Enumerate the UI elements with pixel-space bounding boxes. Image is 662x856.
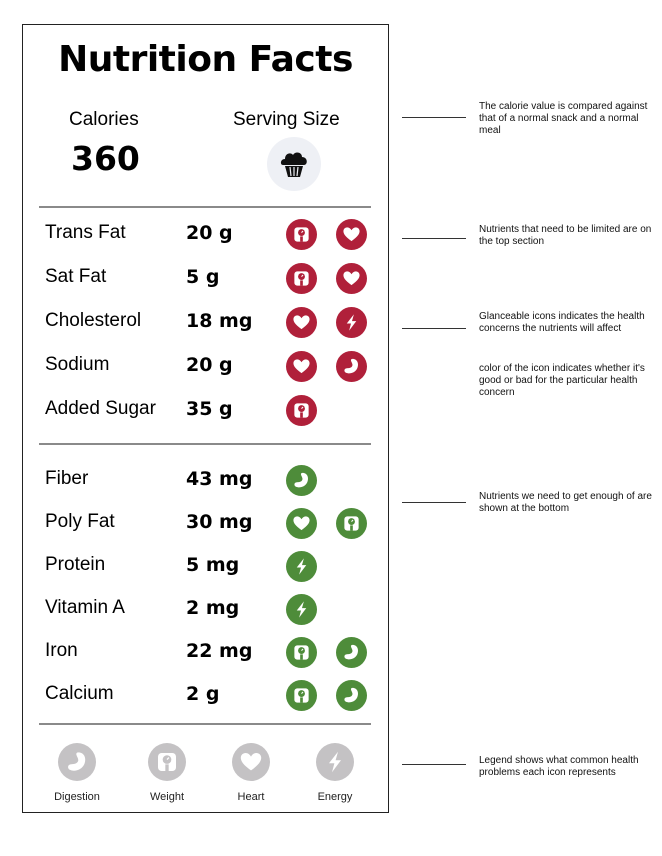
annotation-line xyxy=(402,117,466,118)
legend-item-weight: Weight xyxy=(127,743,207,803)
annotation-line xyxy=(402,328,466,329)
heart-icon xyxy=(286,307,317,338)
annotation-line xyxy=(402,502,466,503)
nutrient-row: Calcium 2 g xyxy=(23,677,388,713)
nutrient-row: Vitamin A 2 mg xyxy=(23,591,388,627)
digestion-icon xyxy=(286,465,317,496)
serving-size-label: Serving Size xyxy=(233,109,340,130)
energy-icon xyxy=(316,743,354,781)
section-divider xyxy=(39,206,371,208)
energy-icon xyxy=(286,594,317,625)
nutrient-amount: 35 g xyxy=(186,398,233,420)
nutrient-amount: 5 mg xyxy=(186,554,240,576)
legend-label: Energy xyxy=(317,791,353,803)
energy-icon xyxy=(336,307,367,338)
heart-icon xyxy=(336,263,367,294)
nutrient-row: Poly Fat 30 mg xyxy=(23,505,388,541)
nutrient-row: Sodium 20 g xyxy=(23,348,388,384)
nutrient-amount: 43 mg xyxy=(186,468,253,490)
annotation-good: Nutrients we need to get enough of are s… xyxy=(479,491,652,514)
nutrient-row: Protein 5 mg xyxy=(23,548,388,584)
weight-icon xyxy=(286,263,317,294)
nutrient-name: Cholesterol xyxy=(45,310,142,331)
legend-item-digestion: Digestion xyxy=(37,743,117,803)
weight-icon xyxy=(286,395,317,426)
nutrient-name: Poly Fat xyxy=(45,511,115,532)
nutrient-name: Calcium xyxy=(45,683,114,704)
nutrient-name: Sat Fat xyxy=(45,266,107,287)
nutrient-name: Sodium xyxy=(45,354,110,375)
nutrient-row: Added Sugar 35 g xyxy=(23,392,388,428)
nutrient-name: Iron xyxy=(45,640,78,661)
section-divider xyxy=(39,443,371,445)
nutrient-amount: 18 mg xyxy=(186,310,253,332)
digestion-icon xyxy=(336,637,367,668)
annotation-color: color of the icon indicates whether it's… xyxy=(479,363,645,398)
nutrient-amount: 5 g xyxy=(186,266,220,288)
muffin-icon xyxy=(267,137,321,191)
legend-label: Heart xyxy=(237,791,265,803)
nutrient-row: Sat Fat 5 g xyxy=(23,260,388,296)
calories-value: 360 xyxy=(71,139,140,178)
nutrient-amount: 2 mg xyxy=(186,597,240,619)
legend-label: Digestion xyxy=(54,791,100,803)
weight-icon xyxy=(286,219,317,250)
nutrient-row: Fiber 43 mg xyxy=(23,462,388,498)
nutrient-row: Cholesterol 18 mg xyxy=(23,304,388,340)
calories-label: Calories xyxy=(69,109,139,130)
energy-icon xyxy=(286,551,317,582)
digestion-icon xyxy=(336,351,367,382)
heart-icon xyxy=(232,743,270,781)
section-divider xyxy=(39,723,371,725)
nutrient-row: Trans Fat 20 g xyxy=(23,216,388,252)
weight-icon xyxy=(336,508,367,539)
legend-item-heart: Heart xyxy=(211,743,291,803)
heart-icon xyxy=(286,508,317,539)
nutrient-amount: 30 mg xyxy=(186,511,253,533)
heart-icon xyxy=(336,219,367,250)
nutrient-name: Fiber xyxy=(45,468,89,489)
annotation-calories: The calorie value is compared against th… xyxy=(479,101,648,136)
heart-icon xyxy=(286,351,317,382)
annotation-icons: Glanceable icons indicates the health co… xyxy=(479,311,645,334)
nutrient-amount: 2 g xyxy=(186,683,220,705)
legend-item-energy: Energy xyxy=(295,743,375,803)
nutrient-name: Added Sugar xyxy=(45,398,156,419)
annotation-line xyxy=(402,764,466,765)
weight-icon xyxy=(286,680,317,711)
nutrient-name: Trans Fat xyxy=(45,222,126,243)
nutrient-amount: 20 g xyxy=(186,222,233,244)
nutrient-name: Protein xyxy=(45,554,106,575)
nutrition-facts-panel: Nutrition Facts Calories 360 Serving Siz… xyxy=(22,24,389,813)
weight-icon xyxy=(148,743,186,781)
nutrient-amount: 20 g xyxy=(186,354,233,376)
page-title: Nutrition Facts xyxy=(58,39,353,80)
weight-icon xyxy=(286,637,317,668)
digestion-icon xyxy=(336,680,367,711)
annotation-line xyxy=(402,238,466,239)
nutrient-name: Vitamin A xyxy=(45,597,125,618)
annotation-limit: Nutrients that need to be limited are on… xyxy=(479,224,652,247)
nutrient-amount: 22 mg xyxy=(186,640,253,662)
annotation-legend: Legend shows what common health problems… xyxy=(479,755,639,778)
nutrient-row: Iron 22 mg xyxy=(23,634,388,670)
digestion-icon xyxy=(58,743,96,781)
legend-label: Weight xyxy=(149,791,185,803)
